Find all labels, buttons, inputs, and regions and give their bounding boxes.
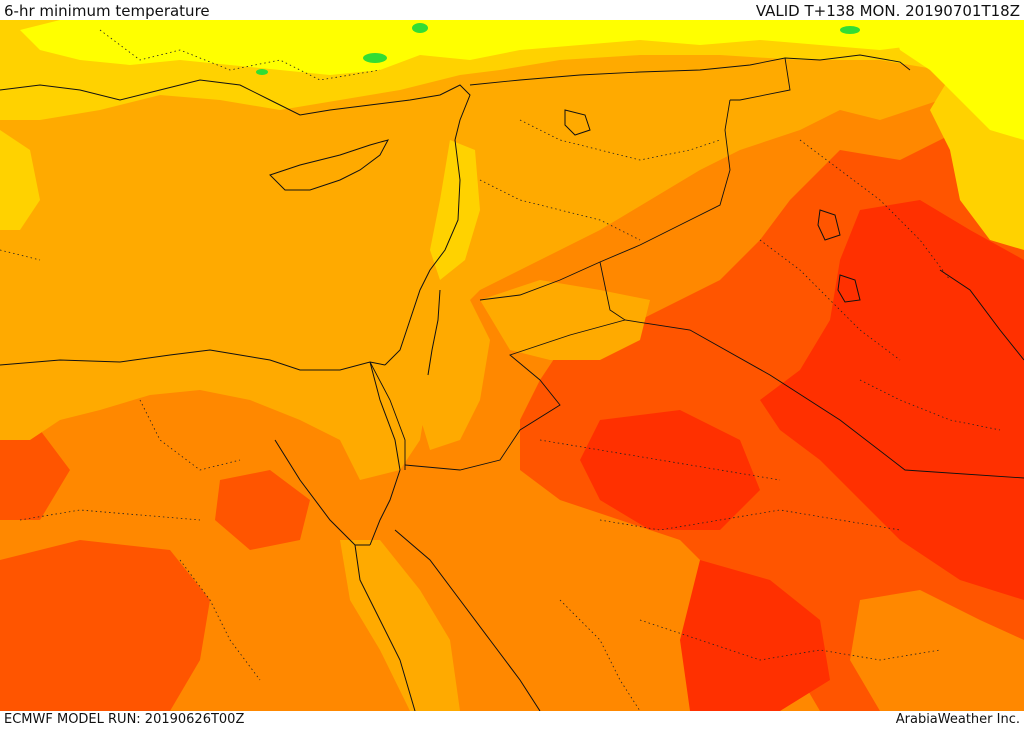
field-cool-lebanon [430,140,480,280]
model-run-label: ECMWF MODEL RUN: 20190626T00Z [4,712,245,727]
field-coolest-spot-4 [840,26,860,34]
field-warm-south [460,540,640,711]
field-very-hot-central [580,410,760,530]
coastlines [0,79,1024,711]
field-coolest-spot-3 [256,69,268,75]
field-hot-west [0,540,210,711]
field-very-hot-east [760,200,1024,600]
credit-label: ArabiaWeather Inc. [895,712,1020,727]
field-cooler-turkey [20,20,960,75]
field-coolest-spot-2 [363,53,387,63]
field-mild-redsea [340,540,460,711]
temperature-map [0,20,1024,711]
field-coolest-spot-1 [412,23,428,33]
admin-boundaries [0,29,1001,711]
field-mild [0,20,1024,480]
field-mild-levant [415,300,490,450]
valid-time: VALID T+138 MON. 20190701T18Z [755,2,1020,20]
field-cool-west [0,130,40,230]
footer-bar: ECMWF MODEL RUN: 20190626T00Z ArabiaWeat… [0,711,1024,729]
field-warm-se [850,590,1024,711]
field-hot-sinai [215,470,310,550]
header-bar: 6-hr minimum temperature VALID T+138 MON… [0,0,1024,20]
field-very-hot-south [680,560,830,711]
field-cooler-iran [890,20,1024,140]
map-title: 6-hr minimum temperature [4,2,210,20]
country-borders [369,54,1024,479]
field-hot-west-north [0,430,70,520]
